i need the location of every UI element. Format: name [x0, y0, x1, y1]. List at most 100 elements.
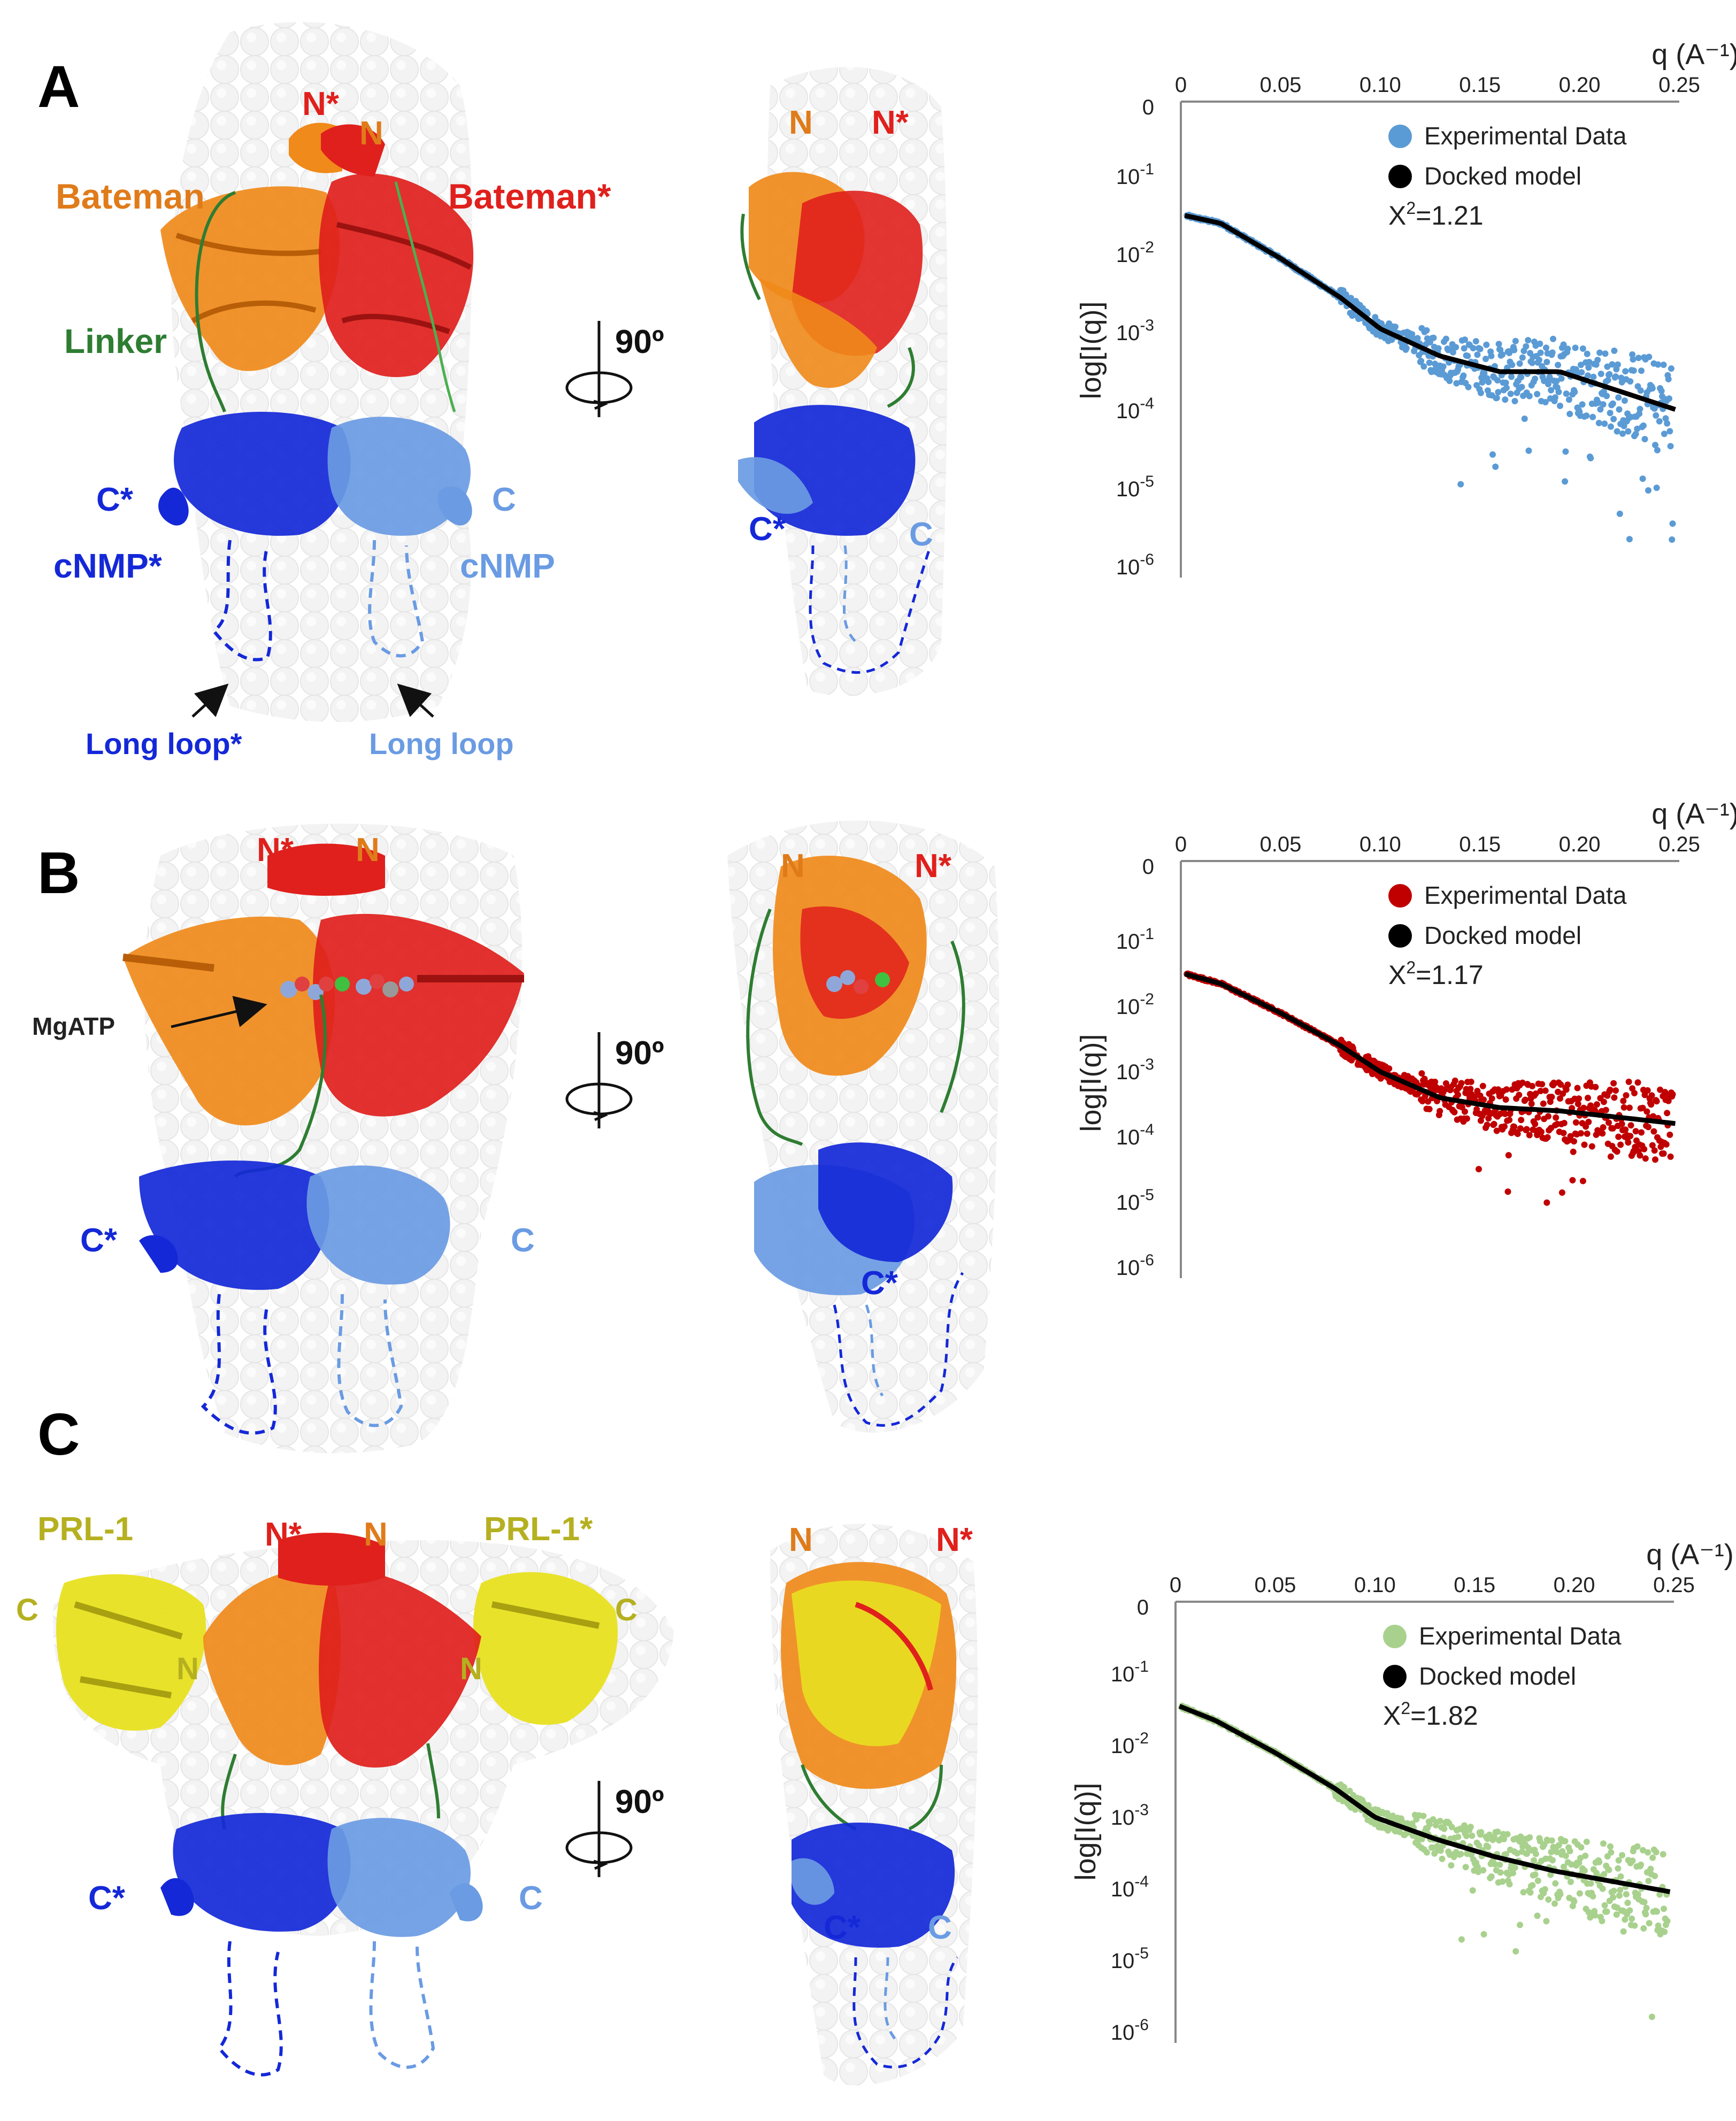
experimental-point [1603, 393, 1610, 399]
experimental-point [1632, 1128, 1639, 1135]
experimental-point [1543, 1199, 1550, 1206]
experimental-point [1557, 1081, 1564, 1088]
experimental-point [1549, 349, 1556, 356]
experimental-point [1458, 1080, 1465, 1087]
experimental-point [1485, 379, 1492, 386]
experimental-point [1494, 1828, 1501, 1835]
experimental-point [1462, 1108, 1468, 1115]
arrow-mgatp [171, 996, 267, 1028]
label-long-loop-a: Long loop [369, 727, 514, 760]
experimental-point [1593, 1101, 1600, 1108]
experimental-point [1437, 1818, 1443, 1824]
protein-model-side-c [781, 1562, 959, 2069]
experimental-point [1653, 485, 1660, 491]
experimental-point [1649, 1854, 1656, 1861]
experimental-point [1572, 1119, 1579, 1126]
experimental-point [1609, 400, 1616, 407]
experimental-point [1607, 1086, 1614, 1093]
experimental-point [1626, 1104, 1633, 1111]
saxs-chart-c: 0 0.05 0.10 0.15 0.20 0.25q (A⁻¹) 0 10-1 10-2 10-… [1070, 1539, 1734, 2045]
experimental-point [1629, 1857, 1636, 1864]
experimental-point [1435, 345, 1442, 352]
experimental-point [1614, 428, 1620, 435]
experimental-point [1578, 1130, 1584, 1137]
experimental-point [1658, 388, 1665, 395]
experimental-point [1667, 443, 1674, 450]
side-label-n-a: N [789, 104, 813, 141]
x-tick-label: 0.15 [1454, 1573, 1495, 1597]
experimental-point [1599, 1918, 1606, 1924]
x-tick-label: 0.20 [1559, 73, 1601, 97]
experimental-point [1461, 345, 1468, 352]
experimental-point [1561, 1120, 1568, 1126]
experimental-point [1494, 377, 1501, 384]
experimental-point [1616, 510, 1623, 517]
experimental-point [1606, 1866, 1612, 1873]
experimental-point [1514, 1850, 1520, 1857]
experimental-point [1668, 365, 1674, 372]
label-n-star-a: N* [302, 86, 340, 122]
experimental-point [1571, 1138, 1577, 1145]
side-label-n-b: N [781, 848, 805, 885]
label-n-b: N [356, 832, 380, 869]
experimental-point [1646, 354, 1653, 360]
experimental-point [1511, 347, 1518, 354]
legend-marker-model [1388, 924, 1412, 948]
experimental-point [1578, 1844, 1585, 1851]
experimental-point [1478, 1829, 1485, 1835]
experimental-point [1610, 1080, 1617, 1087]
experimental-point [1562, 448, 1569, 455]
experimental-point [1461, 1822, 1468, 1829]
y-tick-label: 10-6 [1116, 1251, 1154, 1280]
experimental-point [1621, 397, 1628, 404]
experimental-point [1473, 1106, 1480, 1113]
side-label-c-star-a: C* [749, 511, 786, 548]
experimental-point [1543, 1918, 1550, 1925]
experimental-point [1576, 1095, 1583, 1102]
docked-model-line [1184, 213, 1676, 412]
experimental-point [1643, 1904, 1650, 1911]
label-bateman-star-a: Bateman* [448, 176, 611, 216]
rotation-label-c: 90º [615, 1784, 664, 1820]
label-c-star-c: C* [88, 1880, 126, 1917]
saxs-envelope-side-a [767, 67, 948, 696]
panel-b: B N* N MgATP C* [32, 820, 1000, 1454]
experimental-point [1432, 1078, 1439, 1085]
experimental-point [1587, 455, 1594, 462]
experimental-point [1548, 1837, 1555, 1844]
experimental-point [1669, 536, 1676, 543]
experimental-point [1455, 1092, 1461, 1098]
experimental-point [1501, 1123, 1508, 1130]
experimental-point [1602, 350, 1609, 357]
legend-marker-experimental [1388, 125, 1412, 148]
experimental-point [1616, 406, 1623, 413]
experimental-point [1654, 447, 1661, 454]
experimental-point [1604, 376, 1611, 383]
experimental-point [1525, 447, 1532, 454]
experimental-point [1653, 1098, 1660, 1105]
arrow-long-loop-star [191, 683, 229, 718]
label-long-loop-star-a: Long loop* [86, 727, 242, 760]
experimental-point [1579, 401, 1586, 408]
experimental-point [1548, 1849, 1555, 1856]
experimental-point [1613, 1911, 1620, 1918]
y-tick-label: 10-3 [1116, 317, 1154, 345]
experimental-point [1491, 1120, 1497, 1127]
experimental-point [1526, 1132, 1533, 1139]
experimental-point [1624, 1900, 1631, 1907]
experimental-point [1667, 1153, 1674, 1160]
experimental-point [1537, 1088, 1544, 1094]
experimental-point [1483, 341, 1490, 348]
experimental-point [1509, 1086, 1516, 1093]
experimental-point [1514, 1131, 1521, 1138]
experimental-point [1653, 1849, 1660, 1856]
experimental-point [1517, 1922, 1523, 1928]
chi-squared-label: X2=1.82 [1383, 1699, 1478, 1731]
experimental-point [1664, 1918, 1671, 1925]
experimental-point [1484, 1121, 1491, 1128]
y-tick-label: 10-6 [1116, 551, 1154, 579]
experimental-point [1548, 387, 1555, 394]
y-tick-label: 10-6 [1111, 2016, 1149, 2045]
experimental-point [1409, 331, 1416, 337]
experimental-point [1544, 1134, 1551, 1141]
